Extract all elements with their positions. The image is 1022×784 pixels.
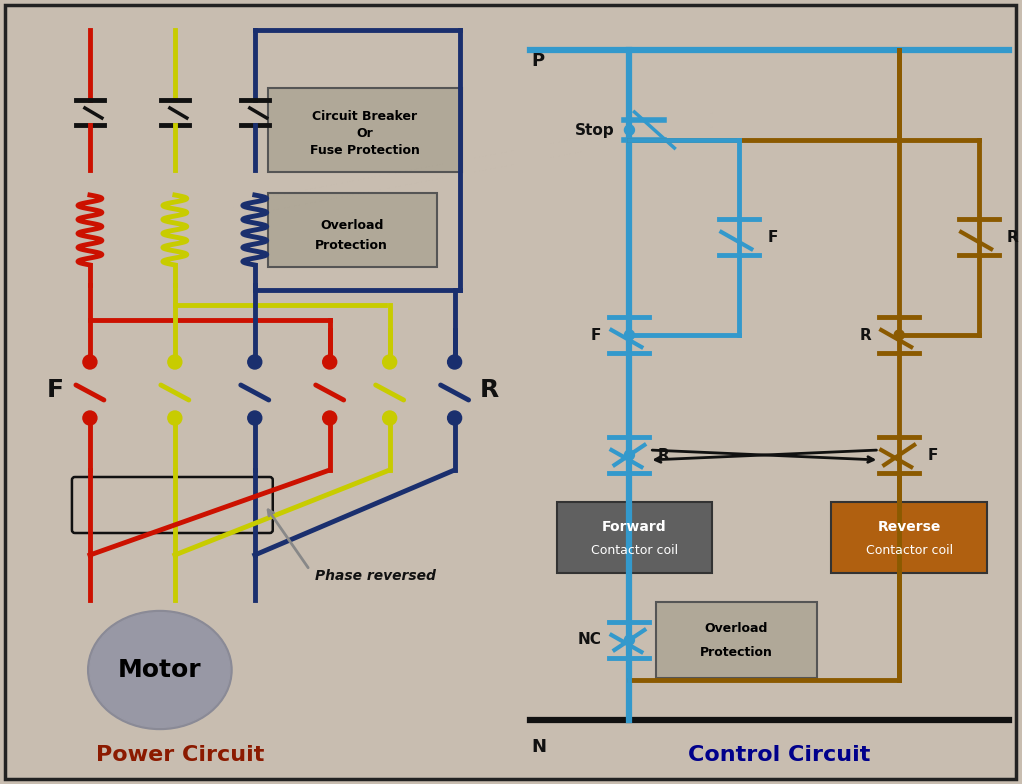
Text: Fuse Protection: Fuse Protection bbox=[310, 143, 420, 157]
FancyBboxPatch shape bbox=[268, 88, 462, 172]
Text: N: N bbox=[531, 738, 547, 756]
Circle shape bbox=[624, 330, 635, 340]
Text: Overload: Overload bbox=[320, 219, 383, 231]
Text: Power Circuit: Power Circuit bbox=[96, 745, 264, 765]
Circle shape bbox=[247, 355, 262, 369]
Ellipse shape bbox=[88, 611, 232, 729]
FancyBboxPatch shape bbox=[656, 602, 818, 678]
Circle shape bbox=[323, 355, 336, 369]
Text: F: F bbox=[927, 448, 937, 463]
Text: Or: Or bbox=[357, 126, 373, 140]
Text: F: F bbox=[591, 328, 602, 343]
Text: Forward: Forward bbox=[602, 520, 666, 534]
Text: Contactor coil: Contactor coil bbox=[591, 543, 678, 557]
FancyBboxPatch shape bbox=[557, 502, 712, 573]
Text: Protection: Protection bbox=[700, 645, 773, 659]
Text: F: F bbox=[46, 378, 63, 402]
Circle shape bbox=[83, 355, 97, 369]
Text: Stop: Stop bbox=[574, 122, 614, 137]
FancyBboxPatch shape bbox=[831, 502, 987, 573]
Text: R: R bbox=[860, 328, 871, 343]
Circle shape bbox=[83, 411, 97, 425]
Text: Phase reversed: Phase reversed bbox=[315, 569, 435, 583]
Circle shape bbox=[624, 450, 635, 460]
Circle shape bbox=[624, 635, 635, 645]
FancyBboxPatch shape bbox=[268, 193, 436, 267]
Circle shape bbox=[382, 411, 397, 425]
Text: Motor: Motor bbox=[119, 658, 201, 682]
Text: Reverse: Reverse bbox=[878, 520, 941, 534]
Circle shape bbox=[448, 411, 462, 425]
Ellipse shape bbox=[90, 612, 230, 728]
Text: P: P bbox=[531, 52, 545, 70]
Circle shape bbox=[448, 355, 462, 369]
Text: Contactor coil: Contactor coil bbox=[866, 543, 953, 557]
Text: R: R bbox=[1007, 230, 1019, 245]
Circle shape bbox=[624, 125, 635, 135]
Text: NC: NC bbox=[577, 633, 602, 648]
Circle shape bbox=[247, 411, 262, 425]
Text: R: R bbox=[480, 378, 499, 402]
Circle shape bbox=[894, 330, 904, 340]
Text: R: R bbox=[657, 448, 669, 463]
Circle shape bbox=[382, 355, 397, 369]
Text: Control Circuit: Control Circuit bbox=[688, 745, 871, 765]
Text: Protection: Protection bbox=[315, 238, 388, 252]
Text: F: F bbox=[768, 230, 778, 245]
Circle shape bbox=[323, 411, 336, 425]
Circle shape bbox=[168, 355, 182, 369]
Circle shape bbox=[168, 411, 182, 425]
Text: Circuit Breaker: Circuit Breaker bbox=[312, 110, 417, 122]
Text: Overload: Overload bbox=[704, 622, 769, 634]
